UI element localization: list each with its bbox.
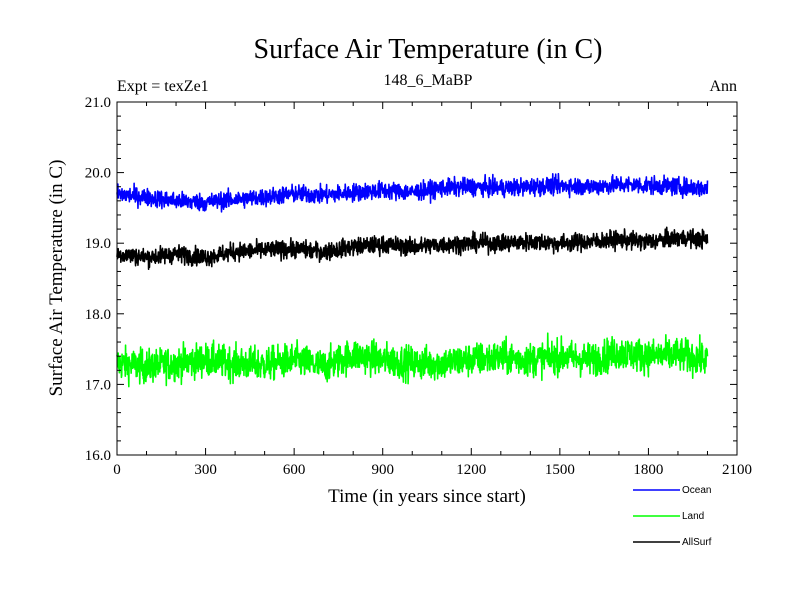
series-line-ocean bbox=[116, 172, 709, 213]
legend-label-ocean: Ocean bbox=[682, 485, 711, 496]
period-label: 148_6_MaBP bbox=[384, 72, 473, 89]
series-line-land bbox=[116, 332, 709, 388]
plot-area: 0 300 600 900 1200 1500 1800 2100 16.017.018.01… bbox=[85, 95, 752, 478]
series-line-allsurf bbox=[116, 226, 709, 271]
season-label: Ann bbox=[709, 78, 737, 95]
experiment-label: Expt = texZe1 bbox=[117, 78, 209, 95]
y-axis-title: Surface Air Temperature (in C) bbox=[46, 160, 67, 397]
legend-label-allsurf: AllSurf bbox=[682, 537, 712, 548]
x-tick-label: 1200 bbox=[456, 462, 486, 478]
x-axis-title: Time (in years since start) bbox=[328, 486, 526, 507]
x-tick-label: 2100 bbox=[722, 462, 752, 478]
x-tick-label: 1500 bbox=[545, 462, 575, 478]
x-tick-label: 0 bbox=[113, 462, 121, 478]
legend-label-land: Land bbox=[682, 511, 704, 522]
y-tick-label: 21.0 bbox=[85, 95, 111, 111]
y-tick-label: 18.0 bbox=[85, 307, 111, 323]
chart-title: Surface Air Temperature (in C) bbox=[254, 34, 603, 65]
x-tick-label: 900 bbox=[371, 462, 394, 478]
y-tick-label: 17.0 bbox=[85, 377, 111, 393]
y-tick-label: 16.0 bbox=[85, 448, 111, 464]
y-axis: 16.0 17.0 18.0 19.0 20.0 21.0 bbox=[85, 95, 737, 464]
x-tick-label: 600 bbox=[283, 462, 306, 478]
series-layer bbox=[116, 172, 709, 388]
y-tick-label: 19.0 bbox=[85, 236, 111, 252]
x-tick-label: 300 bbox=[194, 462, 217, 478]
plot-frame bbox=[116, 101, 738, 456]
y-tick-label: 20.0 bbox=[85, 166, 111, 182]
x-tick-label: 1800 bbox=[633, 462, 663, 478]
legend: Ocean Land AllSurf bbox=[633, 485, 712, 548]
x-axis: 0 300 600 900 1200 1500 1800 2100 bbox=[113, 102, 752, 478]
